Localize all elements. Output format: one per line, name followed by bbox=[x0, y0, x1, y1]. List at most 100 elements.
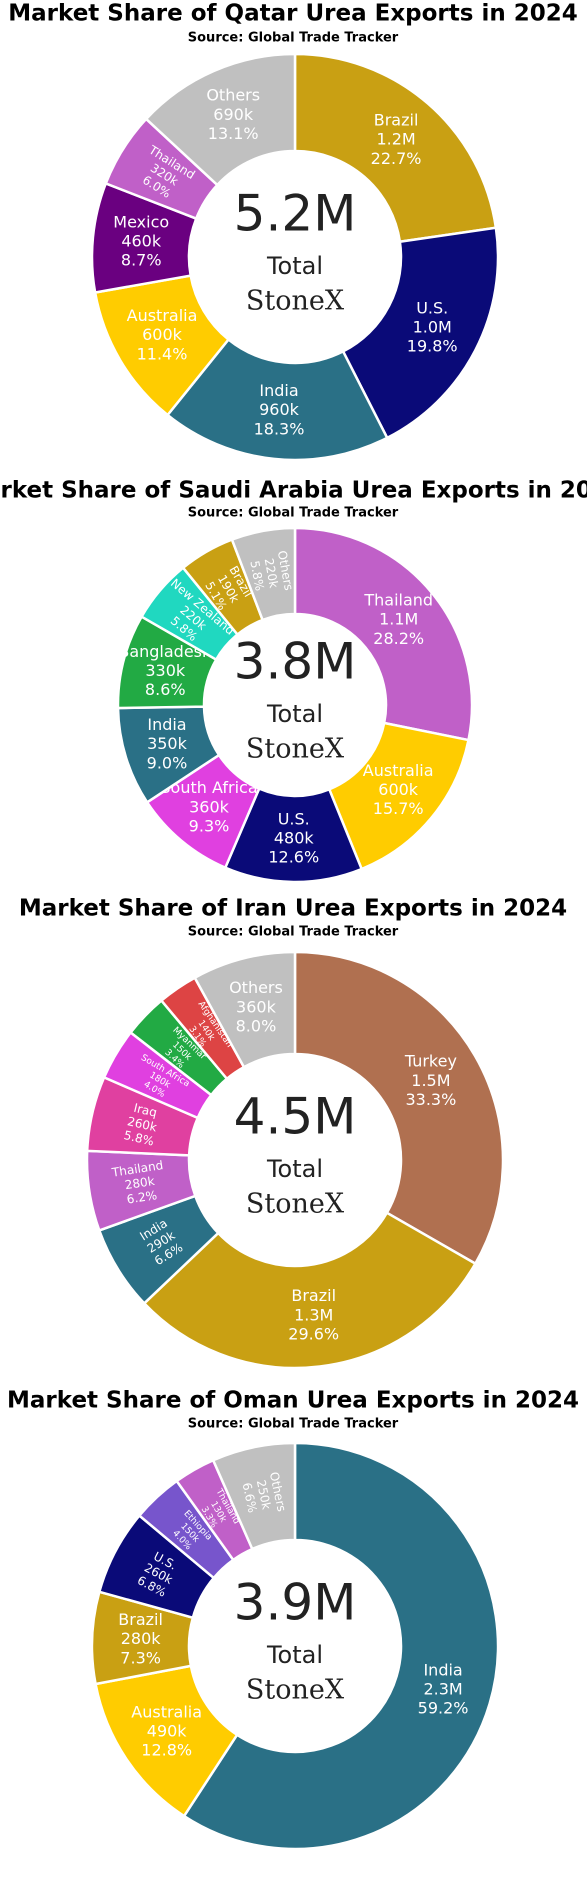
slice-percent: 11.4% bbox=[137, 344, 188, 363]
slice-category: Brazil bbox=[118, 1610, 163, 1629]
slice-percent: 5.8% bbox=[247, 559, 266, 592]
center-total-label: Total bbox=[266, 1641, 323, 1669]
slice bbox=[341, 226, 500, 440]
slice-category: Brazil bbox=[374, 110, 419, 129]
slice-category: Australia bbox=[131, 1702, 202, 1721]
slice-amount: 260k bbox=[126, 1114, 158, 1134]
slice-percent: 29.6% bbox=[288, 1325, 339, 1344]
slice-percent: 28.2% bbox=[373, 629, 424, 648]
chart-title: Market Share of Iran Urea Exports in 202… bbox=[19, 896, 567, 922]
slice-amount: 250k bbox=[254, 1479, 274, 1511]
slice-percent: 8.0% bbox=[236, 1017, 277, 1036]
slice-amount: 690k bbox=[213, 105, 254, 124]
slice-amount: 1.3M bbox=[294, 1305, 333, 1324]
slice-percent: 9.3% bbox=[189, 816, 230, 835]
slice-category: India bbox=[259, 381, 298, 400]
slice bbox=[144, 52, 297, 187]
slice-percent: 6.6% bbox=[240, 1481, 260, 1514]
slice-amount: 360k bbox=[236, 997, 277, 1016]
slice bbox=[293, 950, 505, 1266]
slice-percent: 12.6% bbox=[268, 848, 319, 867]
slice-percent: 12.8% bbox=[141, 1741, 192, 1760]
slice-percent: 22.7% bbox=[371, 149, 422, 168]
slice-category: Others bbox=[229, 978, 283, 997]
slice-amount: 220k bbox=[262, 557, 281, 589]
slice-category: Mexico bbox=[113, 212, 169, 231]
chart-subtitle: Source: Global Trade Tracker bbox=[188, 31, 399, 46]
slice-category: U.S. bbox=[416, 298, 448, 317]
center-total: 5.2M bbox=[234, 185, 357, 243]
slice bbox=[293, 526, 474, 742]
slice bbox=[193, 950, 297, 1069]
slice bbox=[230, 526, 297, 622]
slice-percent: 15.7% bbox=[373, 799, 424, 818]
center-total: 3.8M bbox=[234, 633, 357, 691]
slice-amount: 960k bbox=[259, 400, 300, 419]
chart-title: Market Share of Qatar Urea Exports in 20… bbox=[8, 1, 577, 27]
slice-percent: 33.3% bbox=[405, 1090, 456, 1109]
slice bbox=[211, 1441, 297, 1551]
chart-subtitle: Source: Global Trade Tracker bbox=[188, 925, 399, 940]
slice-category: India bbox=[423, 1660, 462, 1679]
slice-amount: 280k bbox=[124, 1174, 156, 1192]
slice-percent: 5.8% bbox=[122, 1128, 155, 1148]
slice-amount: 600k bbox=[142, 325, 183, 344]
slice-category: Bangladesh bbox=[118, 642, 212, 661]
slice-amount: 1.5M bbox=[411, 1071, 450, 1090]
slice-amount: 1.1M bbox=[379, 610, 418, 629]
center-total: 3.9M bbox=[234, 1574, 357, 1632]
center-total: 4.5M bbox=[234, 1088, 357, 1146]
slice-amount: 1.2M bbox=[376, 130, 415, 149]
slice-amount: 330k bbox=[145, 661, 186, 680]
slice-category: South Africa bbox=[160, 778, 257, 797]
slice-category: U.S. bbox=[278, 809, 310, 828]
slice-percent: 8.7% bbox=[121, 251, 162, 270]
slice-category: Thailand bbox=[363, 590, 433, 609]
slice bbox=[165, 337, 389, 462]
slice-percent: 9.0% bbox=[147, 753, 188, 772]
slice-category: Australia bbox=[363, 761, 434, 780]
chart-subtitle: Source: Global Trade Tracker bbox=[188, 506, 399, 521]
slice bbox=[182, 1441, 500, 1851]
slice-amount: 350k bbox=[147, 734, 188, 753]
slice-category: India bbox=[147, 715, 186, 734]
brand-logo: StoneX bbox=[246, 734, 345, 765]
chart-subtitle: Source: Global Trade Tracker bbox=[188, 1417, 399, 1432]
slice-percent: 19.8% bbox=[407, 337, 458, 356]
slice-percent: 7.3% bbox=[120, 1648, 161, 1667]
slice-amount: 2.3M bbox=[423, 1680, 462, 1699]
center-total-label: Total bbox=[266, 700, 323, 728]
slice-category: Turkey bbox=[404, 1052, 457, 1071]
slice-percent: 59.2% bbox=[418, 1699, 469, 1718]
chart-title: Market Share of Saudi Arabia Urea Export… bbox=[0, 478, 587, 504]
slice-percent: 6.2% bbox=[126, 1188, 158, 1206]
slice-category: Australia bbox=[127, 306, 198, 325]
slice-category: Brazil bbox=[291, 1286, 336, 1305]
center-total-label: Total bbox=[266, 252, 323, 280]
brand-logo: StoneX bbox=[246, 286, 345, 317]
slice-amount: 480k bbox=[274, 828, 315, 847]
slice bbox=[293, 52, 498, 244]
center-total-label: Total bbox=[266, 1155, 323, 1183]
slice-amount: 460k bbox=[121, 231, 162, 250]
slice-percent: 18.3% bbox=[254, 419, 305, 438]
slice-amount: 280k bbox=[121, 1629, 162, 1648]
